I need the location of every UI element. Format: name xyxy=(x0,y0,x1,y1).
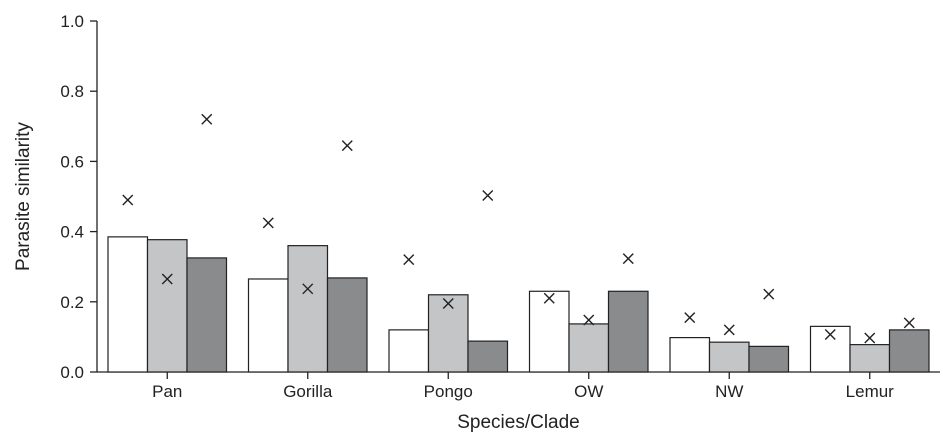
y-tick-label: 0.4 xyxy=(60,223,84,242)
x-marker-ow-3 xyxy=(622,253,634,265)
x-marker-pongo-2 xyxy=(442,298,454,310)
bar-pongo-3 xyxy=(467,340,509,373)
x-marker-pan-3 xyxy=(201,113,213,125)
x-marker-nw-1 xyxy=(684,312,696,324)
y-tick-label: 1.0 xyxy=(60,12,84,31)
x-marker-pan-1 xyxy=(122,194,134,206)
bar-series xyxy=(107,236,930,373)
x-tick-label-pan: Pan xyxy=(152,382,182,401)
bar-lemur-2 xyxy=(849,344,891,373)
bar-ow-3 xyxy=(607,290,649,373)
x-axis-label: Species/Clade xyxy=(457,412,580,433)
chart-axes xyxy=(96,21,940,373)
bar-gorilla-1 xyxy=(247,278,289,373)
y-tick-label: 0.6 xyxy=(60,152,84,171)
x-marker-lemur-3 xyxy=(903,317,915,329)
x-marker-pongo-1 xyxy=(403,254,415,266)
x-marker-pan-2 xyxy=(161,273,173,285)
x-marker-gorilla-2 xyxy=(302,283,314,295)
x-tick-label-pongo: Pongo xyxy=(424,382,473,401)
x-axis-ticks: Pan Gorilla Pongo OW NW Lemur xyxy=(152,372,894,401)
bar-pan-2 xyxy=(146,239,188,373)
x-marker-nw-3 xyxy=(763,288,775,300)
bar-pan-1 xyxy=(107,236,149,373)
bar-lemur-1 xyxy=(809,325,851,373)
y-tick-label: 0.2 xyxy=(60,293,84,312)
x-marker-pongo-3 xyxy=(482,189,494,201)
x-marker-gorilla-1 xyxy=(262,217,274,229)
bar-lemur-3 xyxy=(888,329,930,373)
x-marker-lemur-2 xyxy=(864,332,876,344)
bar-nw-2 xyxy=(708,341,750,373)
bar-nw-1 xyxy=(669,337,711,373)
x-marker-gorilla-3 xyxy=(341,140,353,152)
x-marker-series xyxy=(122,113,915,344)
y-tick-label: 0.0 xyxy=(60,363,84,382)
x-marker-lemur-1 xyxy=(824,328,836,340)
x-marker-nw-2 xyxy=(723,324,735,336)
x-tick-label-ow: OW xyxy=(574,382,603,401)
bar-gorilla-3 xyxy=(326,277,368,373)
x-tick-label-gorilla: Gorilla xyxy=(283,382,333,401)
x-marker-ow-2 xyxy=(583,314,595,326)
bar-gorilla-2 xyxy=(287,245,329,373)
bar-ow-2 xyxy=(568,323,610,373)
bar-pongo-1 xyxy=(388,329,430,373)
bar-pongo-2 xyxy=(427,294,469,373)
y-tick-label: 0.8 xyxy=(60,82,84,101)
bar-nw-3 xyxy=(748,345,790,373)
bar-pan-3 xyxy=(186,257,228,373)
x-tick-label-lemur: Lemur xyxy=(846,382,895,401)
y-axis-ticks: 0.0 0.2 0.4 0.6 0.8 1.0 xyxy=(60,12,97,382)
bar-ow-1 xyxy=(528,290,570,373)
y-axis-label: Parasite similarity xyxy=(13,122,34,271)
x-tick-label-nw: NW xyxy=(715,382,743,401)
x-marker-ow-1 xyxy=(543,292,555,304)
